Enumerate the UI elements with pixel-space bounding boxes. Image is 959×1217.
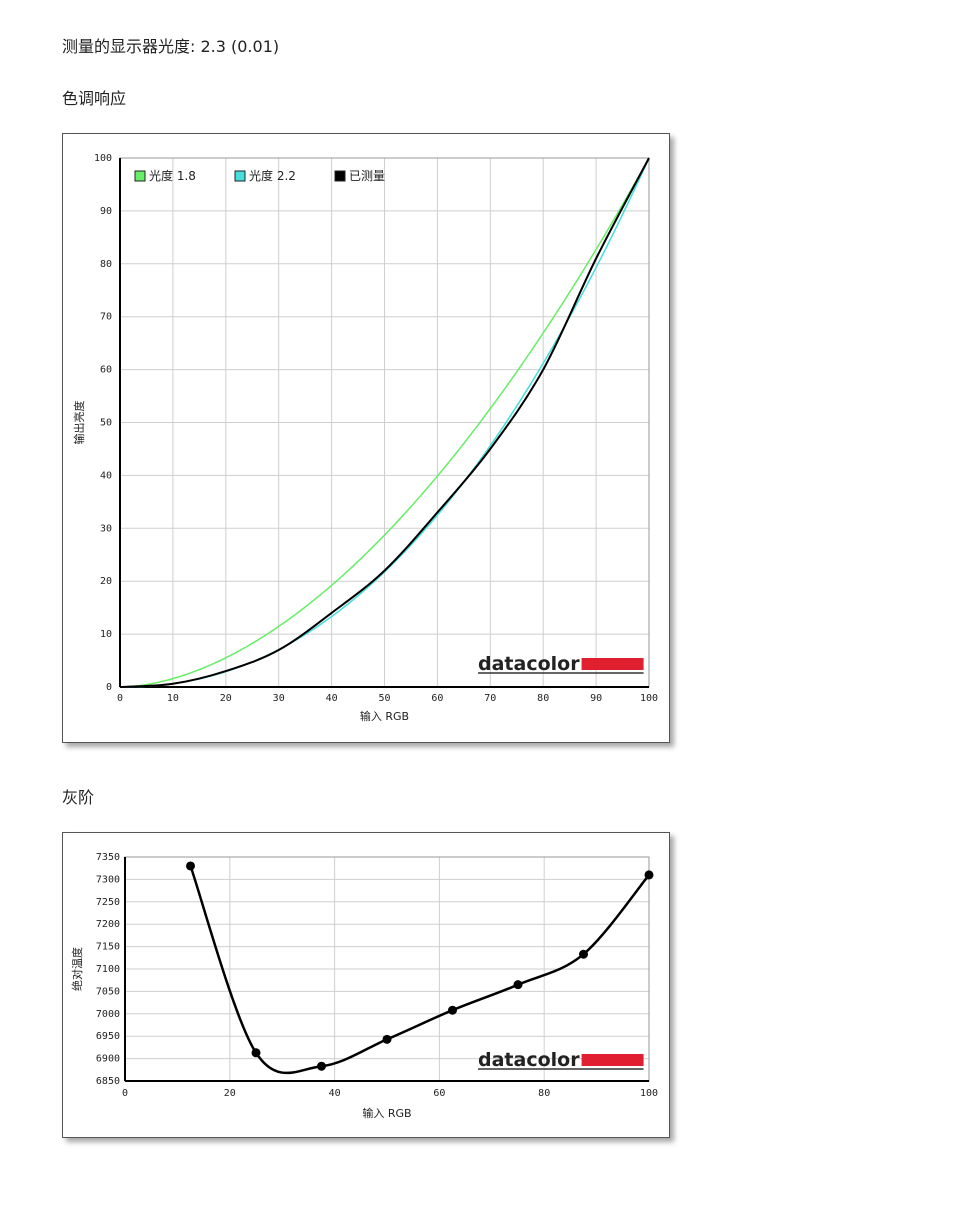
grayscale-chart: 6850 6900 6950 7000 7050 7100 7150 7200 7250 7300… xyxy=(70,852,658,1120)
y-tick-label: 60 xyxy=(100,365,112,376)
data-point xyxy=(251,1048,261,1058)
legend-swatch xyxy=(134,170,146,182)
y-tick-label: 80 xyxy=(100,259,112,270)
y-tick-label: 7050 xyxy=(96,986,120,997)
y-tick-label: 100 xyxy=(94,153,112,164)
x-tick-label: 30 xyxy=(273,693,285,704)
datacolor-logo-bar xyxy=(581,1054,644,1066)
y-axis-label: 绝对温度 xyxy=(70,947,84,991)
x-tick-label: 100 xyxy=(640,693,658,704)
y-axis-label: 输出亮度 xyxy=(72,401,86,445)
legend-label: 已测量 xyxy=(349,169,385,183)
x-tick-label: 20 xyxy=(224,1088,236,1099)
data-point xyxy=(579,949,588,959)
legend-label: 光度 2.2 xyxy=(249,168,296,183)
grayscale-chart-panel: 6850 6900 6950 7000 7050 7100 7150 7200 7250 7300… xyxy=(62,832,670,1138)
tone-response-chart-panel: 0 10 20 30 40 50 60 70 80 90 100 0 10 20 30 40 50 60 70 80 9… xyxy=(62,133,670,743)
x-tick-label: 0 xyxy=(117,693,123,704)
y-tick-label: 6850 xyxy=(96,1076,120,1087)
y-tick-label: 7200 xyxy=(96,919,120,930)
x-tick-label: 50 xyxy=(378,693,390,704)
y-tick-label: 7350 xyxy=(96,852,120,863)
legend-swatch xyxy=(334,170,346,182)
series-line-gamma-1-8 xyxy=(119,157,650,688)
gamma-measurement-text: 测量的显示器光度: 2.3 (0.01) xyxy=(62,37,280,56)
x-axis-label: 输入 RGB xyxy=(360,709,409,723)
data-point xyxy=(513,980,523,990)
data-point xyxy=(317,1061,326,1071)
legend-label: 光度 1.8 xyxy=(149,168,196,183)
data-point xyxy=(382,1034,392,1044)
legend-swatch xyxy=(234,170,246,182)
data-point xyxy=(644,870,654,880)
y-tick-label: 7100 xyxy=(96,964,120,975)
tone-response-heading: 色调响应 xyxy=(62,89,127,108)
x-tick-label: 70 xyxy=(484,693,496,704)
datacolor-logo-text: datacolor xyxy=(478,1049,580,1071)
x-tick-label: 10 xyxy=(167,693,179,704)
x-tick-label: 20 xyxy=(220,693,232,704)
x-tick-label: 60 xyxy=(433,1088,445,1099)
x-tick-label: 80 xyxy=(537,693,549,704)
y-tick-label: 70 xyxy=(100,312,112,323)
y-tick-label: 7250 xyxy=(96,897,120,908)
y-tick-label: 6900 xyxy=(96,1054,120,1065)
x-tick-label: 60 xyxy=(431,693,443,704)
datacolor-logo-text: datacolor xyxy=(478,653,580,675)
y-tick-label: 50 xyxy=(100,418,112,429)
x-tick-label: 80 xyxy=(538,1088,550,1099)
series-line-measured xyxy=(119,157,650,688)
x-tick-label: 0 xyxy=(122,1088,128,1099)
y-tick-label: 7150 xyxy=(96,942,120,953)
y-tick-label: 40 xyxy=(100,470,112,481)
x-tick-label: 40 xyxy=(326,693,338,704)
data-point xyxy=(186,861,195,871)
datacolor-logo-bar xyxy=(581,658,644,670)
data-point xyxy=(448,1005,457,1015)
tone-response-chart: 0 10 20 30 40 50 60 70 80 90 100 0 10 20 30 40 50 60 70 80 9… xyxy=(72,153,658,723)
x-tick-label: 100 xyxy=(640,1088,658,1099)
y-tick-label: 10 xyxy=(100,629,112,640)
x-tick-label: 40 xyxy=(329,1088,341,1099)
y-tick-label: 90 xyxy=(100,206,112,217)
x-tick-label: 90 xyxy=(590,693,602,704)
y-tick-label: 7000 xyxy=(96,1009,120,1020)
y-tick-label: 0 xyxy=(106,682,112,693)
x-axis-label: 输入 RGB xyxy=(362,1106,411,1120)
y-tick-label: 20 xyxy=(100,576,112,587)
y-tick-label: 30 xyxy=(100,523,112,534)
grayscale-heading: 灰阶 xyxy=(62,788,95,807)
y-tick-label: 6950 xyxy=(96,1031,120,1042)
y-tick-label: 7300 xyxy=(96,874,120,885)
